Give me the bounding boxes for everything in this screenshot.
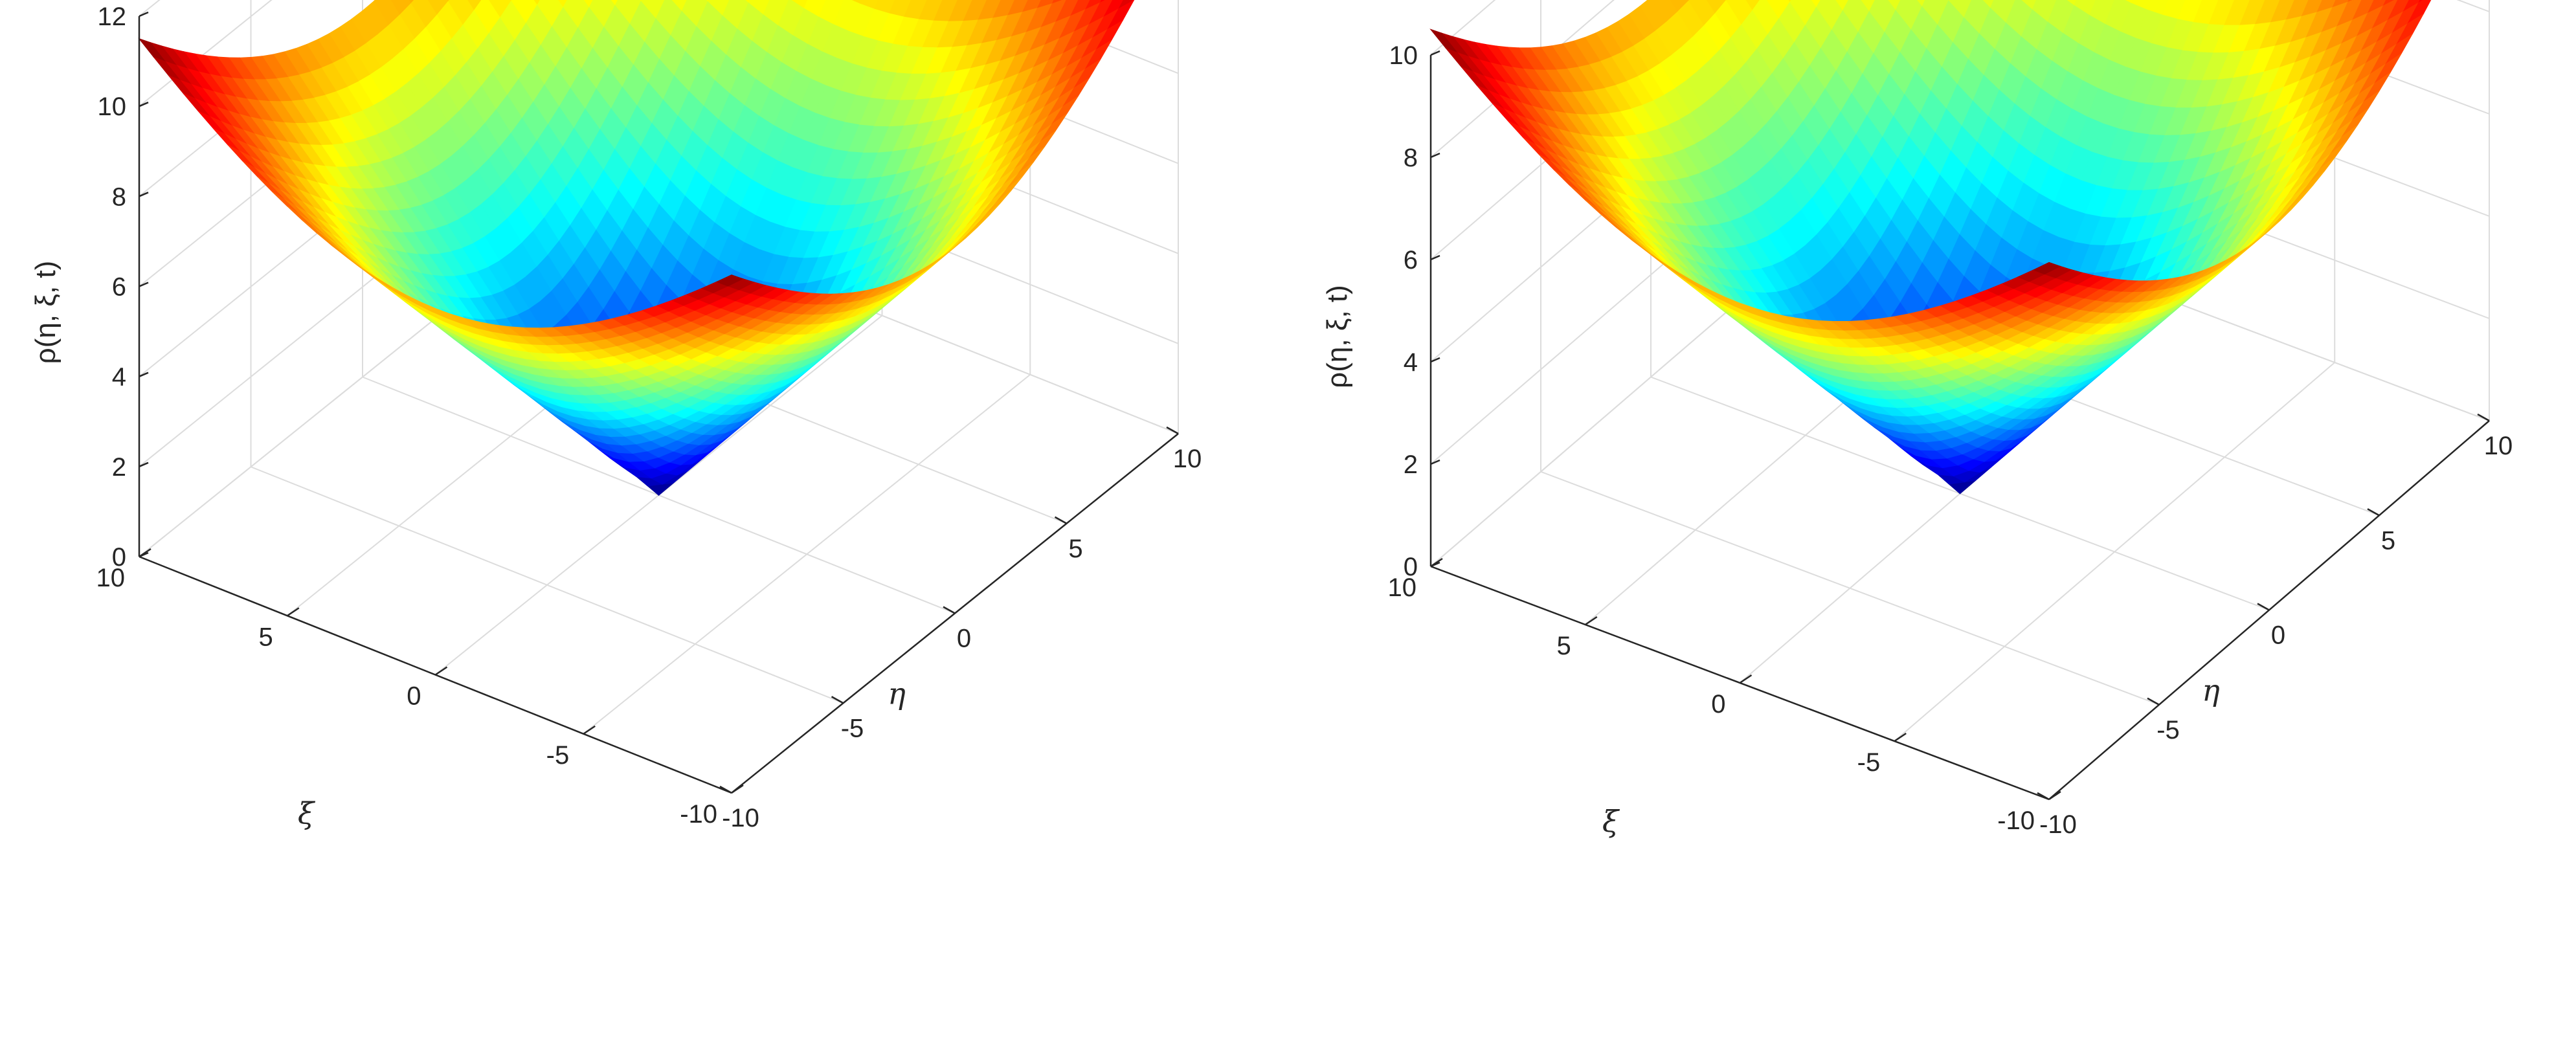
surface-plot-2: 0 2 4 6 8 10 -10 -5 0 5 10 -10 -5 0 5 10 ρ(η, ξ, t) ξ η xyxy=(1321,0,2513,839)
eta-tick-label: 0 xyxy=(2271,621,2285,650)
xi-tick-label: 5 xyxy=(259,623,273,651)
z-tick-label: 10 xyxy=(1389,41,1418,70)
z-tick-label: 2 xyxy=(112,453,126,482)
xi-tick-label: 10 xyxy=(1388,573,1417,602)
z-tick-label: 4 xyxy=(1404,348,1418,377)
z-tick-label: 0 xyxy=(1404,553,1418,581)
eta-tick-label: 10 xyxy=(1173,445,1202,473)
xi-tick-label: 10 xyxy=(96,564,126,592)
eta-tick-label: -5 xyxy=(841,714,864,742)
z-tick-label: 6 xyxy=(112,273,126,302)
z-axis-label: ρ(η, ξ, t) xyxy=(30,261,62,364)
z-tick-label: 10 xyxy=(98,93,127,121)
z-tick-label: 12 xyxy=(98,3,127,31)
z-tick-label: 0 xyxy=(112,543,126,572)
xi-tick-label: -10 xyxy=(680,800,717,829)
xi-tick-label: -5 xyxy=(546,741,570,770)
z-axis-label: ρ(η, ξ, t) xyxy=(1321,285,1353,388)
eta-tick-label: -10 xyxy=(722,804,759,832)
xi-tick-label: -5 xyxy=(1857,748,1881,777)
z-tick-label: 8 xyxy=(1404,144,1418,172)
eta-axis-label: η xyxy=(888,676,906,711)
xi-tick-label: -10 xyxy=(1997,807,2035,835)
surface-mesh xyxy=(1429,0,2432,495)
eta-axis-label: η xyxy=(2202,673,2220,708)
eta-tick-label: 10 xyxy=(2484,432,2513,460)
surface-plot-1: 0 2 4 6 8 10 12 -10 -5 0 5 10 -10 -5 0 5 10 ρ(η, ξ, t) ξ η xyxy=(30,0,1202,832)
z-tick-label: 4 xyxy=(112,363,126,392)
z-tick-label: 6 xyxy=(1404,246,1418,274)
eta-tick-label: -10 xyxy=(2039,810,2077,839)
xi-tick-label: 5 xyxy=(1557,632,1571,660)
eta-tick-label: 5 xyxy=(1068,535,1082,563)
eta-tick-label: -5 xyxy=(2156,716,2180,744)
surface-mesh xyxy=(138,0,1135,496)
xi-axis-label: ξ xyxy=(298,796,316,831)
z-tick-label: 8 xyxy=(112,183,126,211)
eta-tick-label: 5 xyxy=(2381,526,2395,555)
eta-tick-label: 0 xyxy=(957,625,971,653)
z-tick-label: 2 xyxy=(1404,451,1418,479)
xi-tick-label: 0 xyxy=(407,682,421,711)
xi-tick-label: 0 xyxy=(1711,690,1725,718)
xi-axis-label: ξ xyxy=(1602,804,1620,839)
